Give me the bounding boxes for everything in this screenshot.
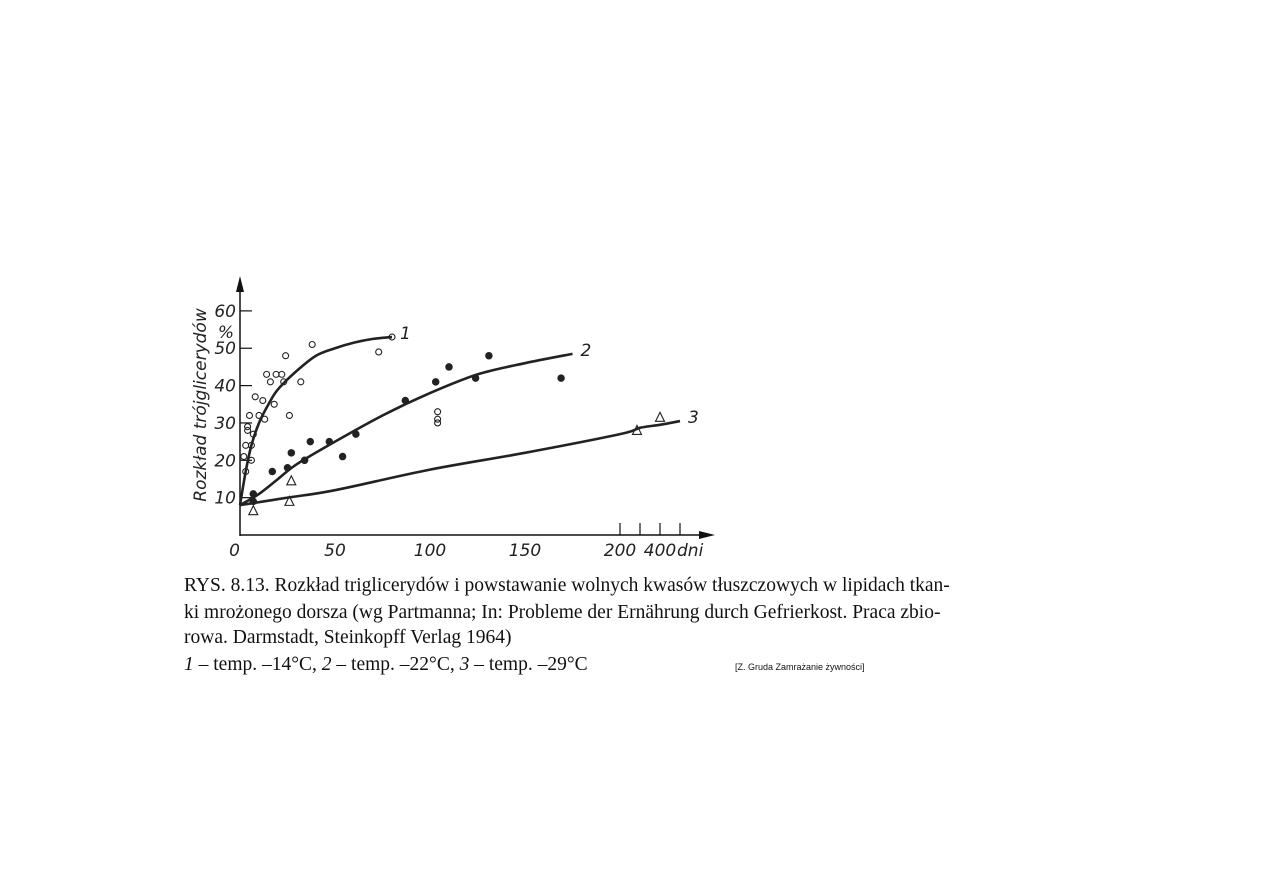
fit-curve	[239, 352, 573, 507]
point	[471, 374, 480, 382]
caption-legend: 1 – temp. –14°C, 2 – temp. –22°C, 3 – te…	[184, 654, 588, 675]
caption-line: rowa. Darmstadt, Steinkopff Verlag 1964)	[184, 627, 511, 648]
x-tick-label: 150	[509, 541, 541, 561]
point	[245, 411, 254, 420]
point	[278, 370, 286, 378]
point	[284, 495, 295, 506]
point	[285, 411, 293, 420]
curve-label: 3	[688, 408, 699, 428]
point	[431, 378, 440, 386]
y-tick-label: 60	[214, 302, 236, 322]
point	[287, 449, 296, 457]
point	[338, 452, 347, 461]
point	[325, 437, 334, 446]
point	[485, 351, 493, 360]
y-arrow	[236, 276, 244, 292]
point	[557, 374, 565, 382]
curve-label: 2	[581, 341, 592, 361]
caption-line: RYS. 8.13. Rozkład triglicerydów i powst…	[184, 575, 950, 596]
legend-text: – temp. –22°C,	[335, 654, 454, 675]
y-axis-label: Rozkład trójglicerydów	[191, 308, 211, 502]
point	[263, 370, 271, 378]
point	[434, 408, 442, 416]
point	[631, 424, 643, 435]
point	[306, 437, 315, 446]
point	[249, 430, 257, 438]
point	[445, 363, 453, 371]
x-arrow	[699, 531, 715, 539]
legend-num: 1	[184, 654, 194, 675]
point	[270, 400, 278, 408]
point	[242, 441, 250, 449]
point	[654, 411, 666, 422]
y-tick-label: 40	[214, 377, 236, 397]
point	[434, 415, 442, 423]
y-tick-label: 30	[214, 414, 236, 434]
point	[251, 393, 259, 401]
point	[375, 348, 383, 356]
point	[388, 333, 396, 341]
point	[283, 464, 292, 472]
x-tick-label: 400	[644, 541, 676, 561]
y-tick-label: 20	[214, 451, 236, 471]
x-tick-label: 200	[604, 541, 636, 561]
caption-line: ki mrożonego dorsza (wg Partmanna; In: P…	[184, 602, 940, 623]
point	[247, 504, 259, 516]
point	[259, 396, 267, 405]
fit-curve	[239, 419, 681, 507]
point	[268, 467, 277, 476]
point	[434, 419, 442, 427]
fit-curve	[238, 335, 393, 506]
point	[261, 415, 269, 423]
point	[255, 411, 263, 420]
point	[308, 340, 316, 349]
y-tick-label: 10	[214, 489, 236, 509]
point	[244, 423, 252, 431]
point	[297, 378, 305, 386]
x-tick-label: 100	[414, 541, 446, 561]
point	[244, 426, 252, 434]
curve-label: 1	[400, 324, 411, 344]
legend-num: 2	[322, 654, 332, 675]
point	[247, 441, 255, 449]
point	[300, 456, 309, 465]
point	[266, 378, 274, 386]
point	[240, 453, 248, 461]
point	[352, 430, 360, 438]
source: [Z. Gruda Zamrażanie żywności]	[735, 662, 865, 672]
x-tick-label: 50	[324, 541, 346, 561]
legend-num: 3	[459, 654, 470, 675]
point	[272, 370, 280, 378]
point	[247, 456, 255, 464]
y-tick-label: 50	[214, 339, 236, 359]
point	[280, 378, 288, 386]
point	[285, 474, 297, 486]
legend-text: – temp. –29°C	[473, 654, 587, 675]
x-tick-label: 0	[229, 541, 240, 561]
point	[282, 352, 290, 360]
y-unit: %	[218, 323, 234, 343]
point	[401, 396, 410, 405]
legend-text: – temp. –14°C,	[198, 654, 317, 675]
x-unit: dni	[677, 541, 704, 561]
point	[242, 467, 250, 476]
point	[249, 490, 258, 498]
